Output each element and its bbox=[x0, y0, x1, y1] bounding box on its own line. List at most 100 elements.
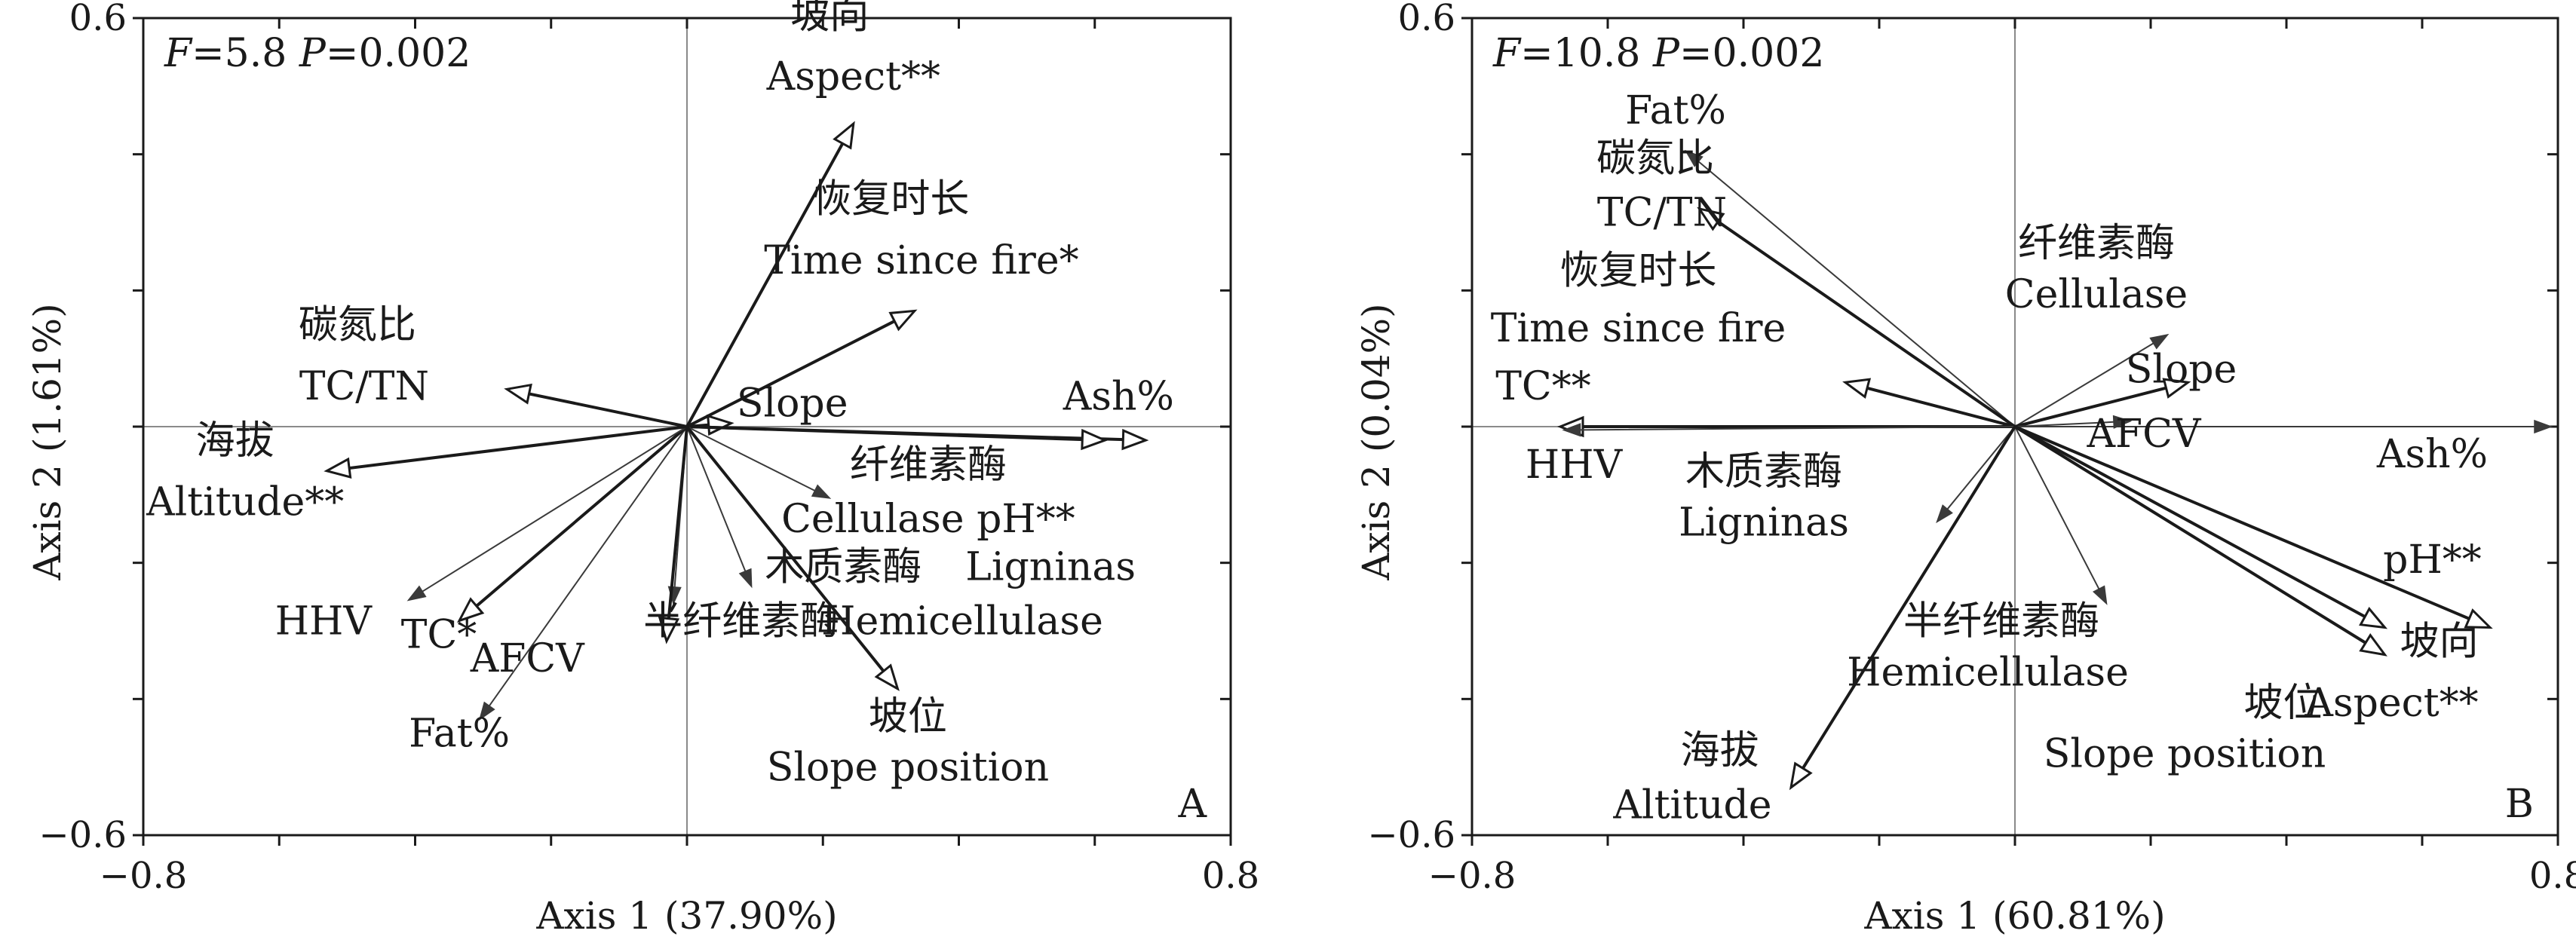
vector-label: Fat% bbox=[409, 712, 510, 757]
vector-head bbox=[811, 484, 832, 499]
stats-annotation: F=5.8 P=0.002 bbox=[164, 31, 471, 76]
vector-arrow bbox=[2013, 425, 2387, 657]
vector-label: 纤维素酶 bbox=[2018, 221, 2175, 266]
vector-shaft bbox=[2013, 386, 2168, 428]
vector-shaft bbox=[2013, 425, 2367, 619]
vector-shaft bbox=[2014, 421, 2115, 427]
vector-shaft bbox=[2014, 342, 2154, 427]
vector-arrow bbox=[504, 383, 688, 428]
vector-shaft bbox=[1946, 426, 2016, 510]
vector-label: 碳氮比 bbox=[1596, 136, 1714, 181]
vector-label: Cellulase bbox=[2005, 272, 2188, 317]
vector-arrow bbox=[2013, 378, 2191, 428]
vector-arrow bbox=[2014, 426, 2108, 605]
vector-shaft bbox=[685, 142, 845, 428]
vector-head bbox=[1697, 207, 1725, 231]
vector-arrow bbox=[685, 425, 1109, 451]
y-tick-label: 0.6 bbox=[69, 0, 127, 39]
x-tick-label: −0.8 bbox=[1428, 855, 1516, 897]
vector-shaft bbox=[1866, 386, 2016, 428]
vector-label: TC/TN bbox=[299, 364, 429, 409]
vector-shaft bbox=[2013, 425, 2471, 620]
stats-annotation: F=10.8 P=0.002 bbox=[1492, 31, 1824, 76]
x-tick-label: 0.8 bbox=[2529, 855, 2576, 897]
vector-label: HHV bbox=[275, 599, 373, 644]
vector-head bbox=[2149, 333, 2170, 350]
vector-arrow bbox=[686, 426, 753, 589]
vector-head bbox=[1789, 761, 1813, 791]
vector-arrow bbox=[1936, 426, 2016, 524]
y-tick-label: 0.6 bbox=[1398, 0, 1455, 39]
vector-label: TC* bbox=[401, 613, 477, 658]
vector-label: 坡位 bbox=[869, 694, 947, 739]
vector-arrow bbox=[685, 414, 734, 436]
vector-shaft bbox=[2014, 426, 2100, 590]
x-axis-label: Axis 1 (60.81%) bbox=[1863, 894, 2165, 938]
panel-A: −0.8 0.8 0.6 −0.6 Axis 1 (37.90%) Axis 2 (1.6… bbox=[26, 0, 1259, 938]
vector-shaft bbox=[686, 426, 747, 572]
panel-label: A bbox=[1177, 782, 1207, 827]
vector-label: 木质素酶 bbox=[1685, 449, 1842, 494]
vector-label: 坡向 bbox=[2400, 620, 2478, 665]
vector-arrow bbox=[2013, 425, 2388, 629]
vector-label: TC/TN bbox=[1597, 191, 1727, 236]
vector-label: 恢复时长 bbox=[812, 176, 969, 222]
vector-label: Hemicellulase bbox=[821, 599, 1103, 644]
vector-label: 半纤维素酶 bbox=[1903, 599, 2099, 644]
panel-B: −0.8 0.8 0.6 −0.6 Axis 1 (60.81%) Axis 2 (0.0… bbox=[1354, 0, 2576, 938]
vector-label: Altitude** bbox=[146, 479, 344, 525]
vector-arrow bbox=[685, 121, 855, 428]
vector-arrow bbox=[2013, 425, 2493, 629]
vector-head bbox=[2162, 378, 2191, 399]
vector-head bbox=[707, 414, 734, 436]
vector-arrow bbox=[1697, 207, 2016, 428]
vector-label: pH** bbox=[2383, 537, 2482, 583]
vector-shaft bbox=[667, 425, 688, 620]
vector-label: Time since fire* bbox=[764, 238, 1078, 283]
vector-arrow bbox=[1789, 425, 2016, 791]
vector-label: 海拔 bbox=[1680, 728, 1759, 773]
vector-label: Slope bbox=[2126, 347, 2237, 392]
vector-head bbox=[658, 616, 680, 644]
vector-shaft bbox=[348, 425, 688, 470]
vector-label: Altitude bbox=[1612, 782, 1771, 828]
vector-label: 坡向 bbox=[790, 0, 869, 38]
y-axis-label: Axis 2 (1.61%) bbox=[26, 303, 69, 580]
vector-head bbox=[2359, 632, 2387, 657]
vector-label: Ligninas bbox=[1679, 501, 1849, 546]
vector-arrow bbox=[686, 426, 832, 499]
x-tick-label: −0.8 bbox=[100, 855, 188, 897]
vector-arrow bbox=[685, 309, 918, 428]
vector-label: Fat% bbox=[1625, 88, 1726, 133]
vector-shaft bbox=[685, 425, 1084, 442]
vector-head bbox=[406, 585, 427, 602]
vector-head bbox=[738, 568, 753, 589]
vector-label: AFCV bbox=[2087, 412, 2202, 457]
vector-label: Hemicellulase bbox=[1847, 650, 2129, 695]
vector-label: 半纤维素酶 bbox=[643, 599, 839, 644]
vector-head bbox=[1562, 423, 1581, 437]
vector-arrow bbox=[478, 426, 688, 721]
vector-shaft bbox=[527, 392, 688, 428]
vector-shaft bbox=[685, 425, 885, 673]
vector-arrow bbox=[457, 425, 688, 623]
vector-label: 坡位 bbox=[2243, 681, 2322, 726]
vector-shaft bbox=[488, 426, 688, 707]
vector-label: Aspect** bbox=[766, 54, 940, 99]
vector-label: 纤维素酶 bbox=[850, 442, 1007, 488]
vector-arrow bbox=[658, 425, 688, 644]
vector-shaft bbox=[1579, 426, 2016, 431]
vector-shaft bbox=[422, 426, 688, 592]
vector-head bbox=[888, 309, 918, 332]
vector-head bbox=[504, 383, 532, 405]
y-axis-label: Axis 2 (0.04%) bbox=[1354, 303, 1398, 580]
y-tick-label: −0.6 bbox=[38, 814, 127, 856]
x-tick-label: 0.8 bbox=[1202, 855, 1259, 897]
vector-head bbox=[1081, 428, 1109, 451]
vector-label: Slope position bbox=[767, 745, 1049, 791]
vector-head bbox=[2092, 585, 2108, 605]
vector-head bbox=[1684, 149, 1704, 167]
vector-label: Time since fire bbox=[1491, 306, 1786, 351]
vector-arrow bbox=[1842, 378, 2016, 428]
